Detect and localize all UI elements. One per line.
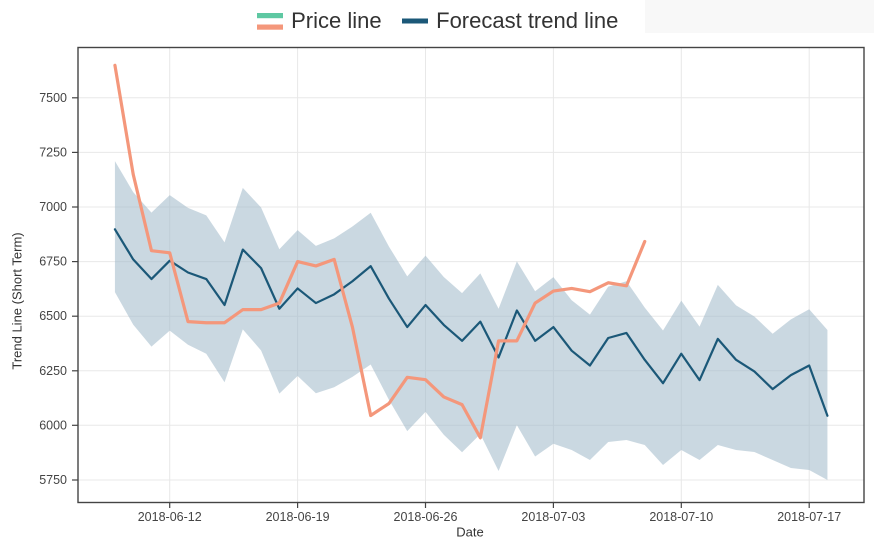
svg-text:6500: 6500 (39, 309, 67, 323)
svg-text:7250: 7250 (39, 146, 67, 160)
svg-text:2018-06-19: 2018-06-19 (266, 510, 330, 524)
svg-text:7000: 7000 (39, 200, 67, 214)
svg-text:6750: 6750 (39, 255, 67, 269)
svg-text:2018-06-12: 2018-06-12 (138, 510, 202, 524)
svg-text:2018-07-17: 2018-07-17 (777, 510, 841, 524)
svg-text:7500: 7500 (39, 91, 67, 105)
svg-text:2018-07-10: 2018-07-10 (649, 510, 713, 524)
svg-text:2018-07-03: 2018-07-03 (521, 510, 585, 524)
svg-text:6000: 6000 (39, 418, 67, 432)
svg-text:6250: 6250 (39, 364, 67, 378)
svg-text:5750: 5750 (39, 473, 67, 487)
svg-text:2018-06-26: 2018-06-26 (394, 510, 458, 524)
